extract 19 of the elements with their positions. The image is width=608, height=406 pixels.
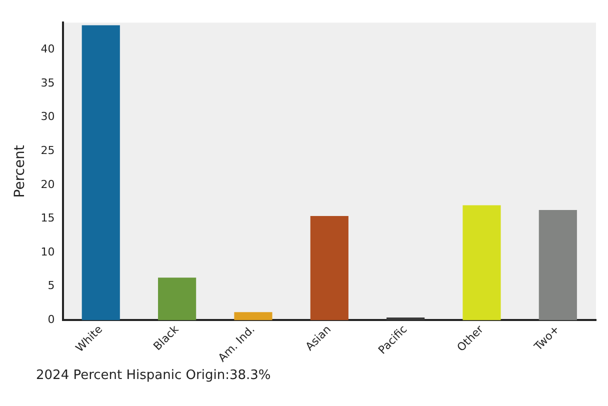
y-tick-label: 15 <box>40 212 55 225</box>
bar <box>158 278 196 320</box>
y-axis-title: Percent <box>12 144 28 198</box>
y-tick-label: 10 <box>40 245 55 258</box>
bar <box>386 317 425 320</box>
y-tick-label: 30 <box>40 110 55 124</box>
text: 2024 Percent Hispanic Origin:38.3% <box>36 368 272 383</box>
y-tick-label: 0 <box>48 313 55 326</box>
bar <box>538 210 577 320</box>
y-tick-label: 5 <box>48 279 55 292</box>
bar <box>234 312 272 320</box>
x-tick-label: Am. Ind. <box>216 322 258 364</box>
bar <box>310 216 348 320</box>
y-tick-label: 40 <box>40 42 55 56</box>
y-tick-label: 20 <box>40 178 55 191</box>
bar <box>82 25 120 320</box>
y-tick-label: 25 <box>40 144 55 157</box>
y-tick-label: 35 <box>40 76 55 90</box>
bar <box>462 205 501 320</box>
